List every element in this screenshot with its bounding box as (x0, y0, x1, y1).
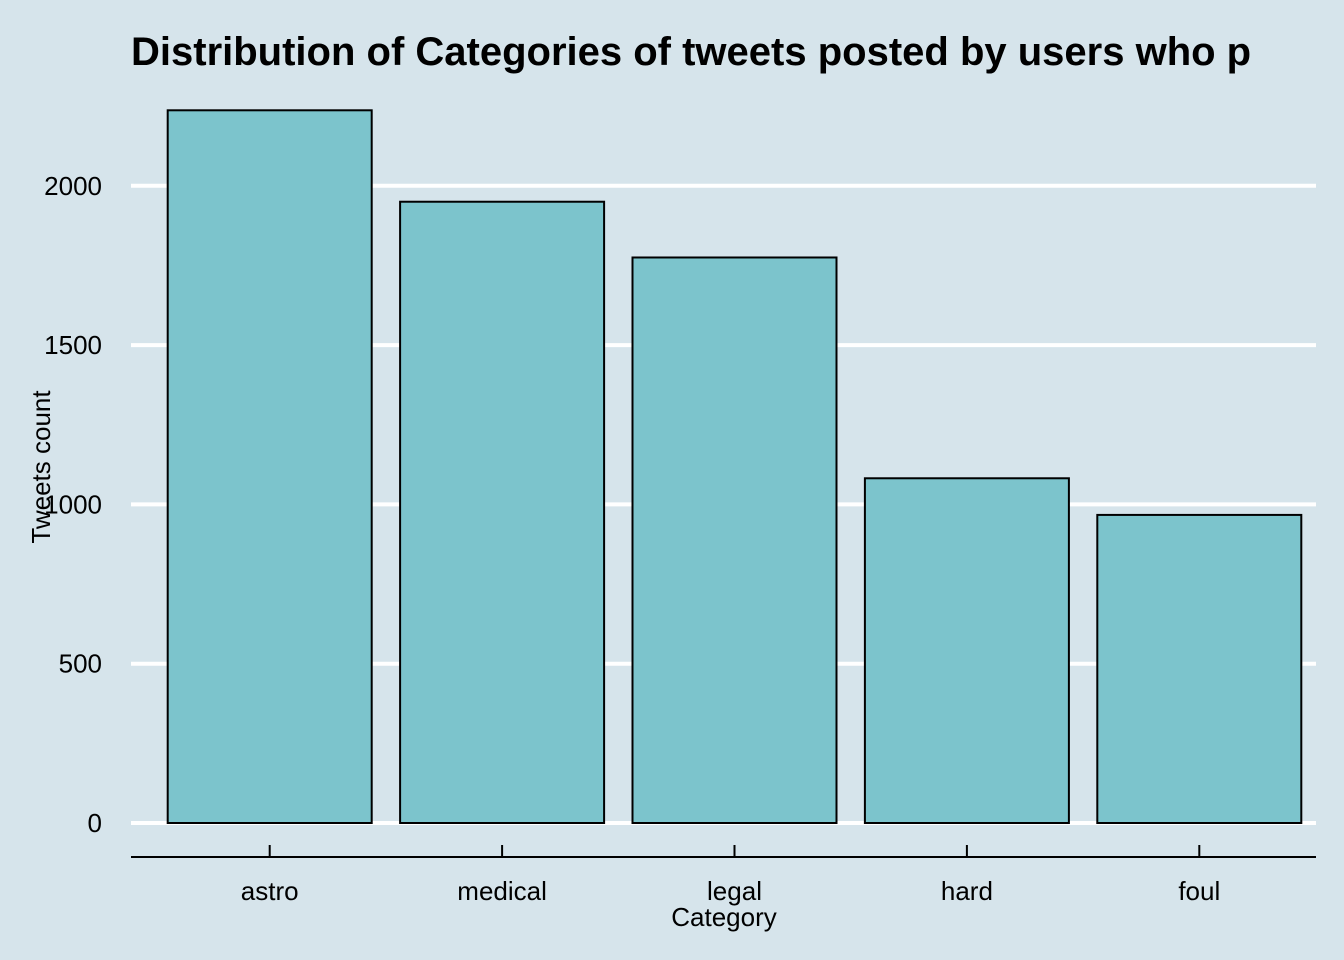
x-tick-label: medical (457, 876, 547, 906)
bar-legal (631, 256, 838, 824)
y-axis-ticks: 0 500 1000 1500 2000 (44, 171, 102, 838)
bar-medical (399, 200, 606, 825)
y-tick-label: 1000 (44, 489, 102, 519)
x-axis-title: Category (671, 902, 777, 932)
x-tick-label: hard (941, 876, 993, 906)
x-axis: astro medical legal hard foul (131, 845, 1316, 906)
bars (166, 109, 1303, 825)
y-axis-title: Tweets count (26, 390, 56, 544)
y-tick-label: 2000 (44, 171, 102, 201)
y-tick-label: 500 (59, 649, 102, 679)
y-tick-label: 1500 (44, 330, 102, 360)
bar-hard (863, 477, 1070, 824)
x-tick-label: foul (1178, 876, 1220, 906)
x-tick-label: legal (707, 876, 762, 906)
bar-foul (1096, 513, 1303, 825)
x-tick-label: astro (241, 876, 299, 906)
y-tick-label: 0 (88, 808, 102, 838)
chart-title: Distribution of Categories of tweets pos… (131, 30, 1252, 74)
bar-astro (166, 109, 373, 824)
